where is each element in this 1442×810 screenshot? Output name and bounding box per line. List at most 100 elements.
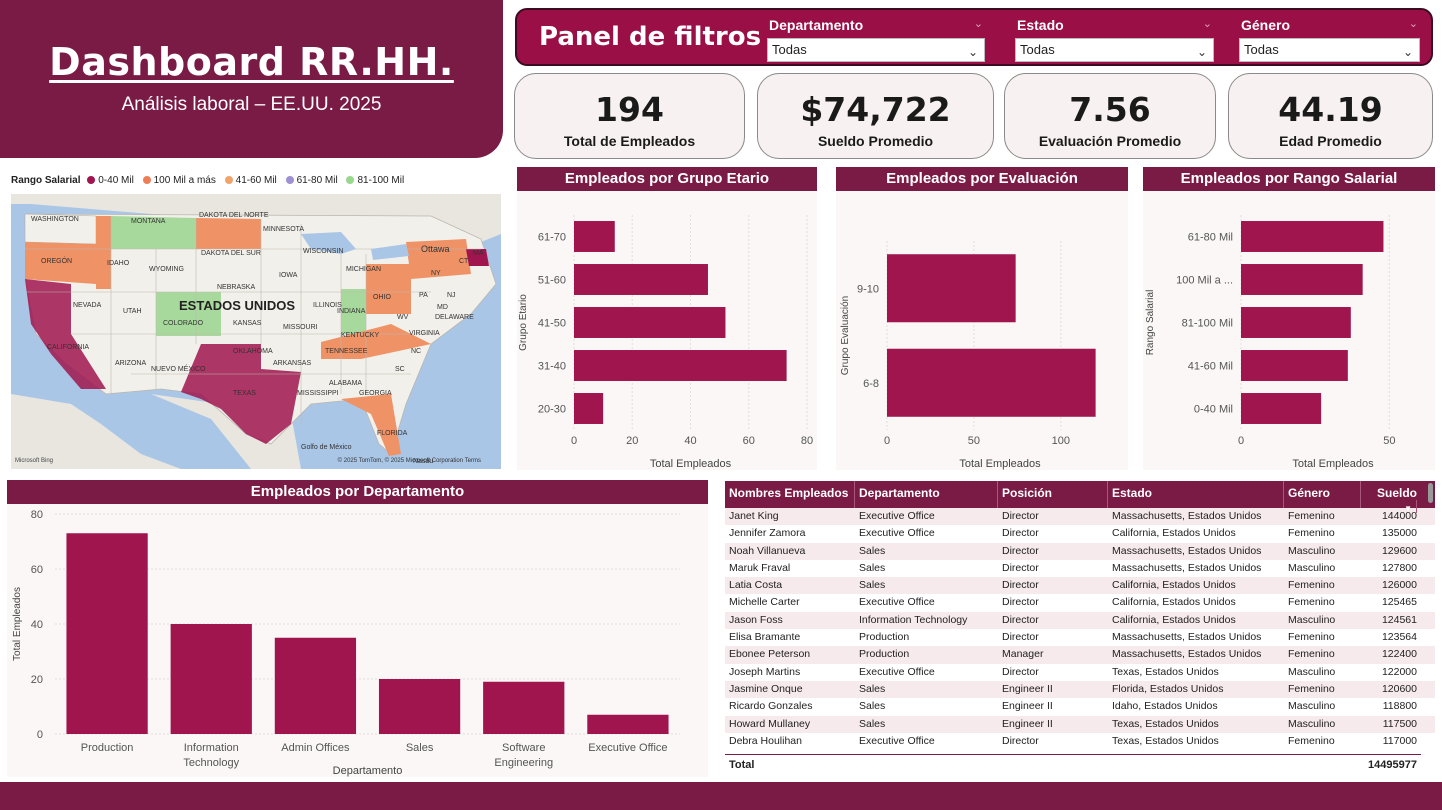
x-tick-label: Production xyxy=(81,742,134,754)
table-row[interactable]: Howard Mullaney Sales Engineer II Texas, Es… xyxy=(725,715,1435,733)
table-cell: California, Estados Unidos xyxy=(1112,527,1236,540)
x-tick-label: 50 xyxy=(968,435,980,447)
table-cell: Michelle Carter xyxy=(729,596,800,609)
table-scrollbar[interactable] xyxy=(1428,483,1433,503)
dashboard-subtitle: Análisis laboral – EE.UU. 2025 xyxy=(121,94,382,115)
legend-label: 0-40 Mil xyxy=(98,175,134,186)
map-state-label: GEORGIA xyxy=(359,390,392,397)
map-state-label: WASHINGTON xyxy=(31,216,79,223)
kpi-sueldo-promedio: $74,722 Sueldo Promedio xyxy=(757,73,994,159)
legend-item[interactable]: 0-40 Mil xyxy=(87,175,134,186)
table-header: Nombres Empleados Departamento Posición … xyxy=(725,481,1435,513)
table-cell: 122400 xyxy=(1381,648,1417,661)
x-axis-title: Departamento xyxy=(333,765,403,777)
table-cell: Sales xyxy=(859,682,886,695)
table-cell: 144000 xyxy=(1381,510,1417,522)
column-header[interactable]: Estado xyxy=(1108,481,1284,508)
table-row[interactable]: Noah Villanueva Sales Director Massachusett… xyxy=(725,542,1435,560)
table-cell: 118800 xyxy=(1382,700,1417,713)
total-label: Total xyxy=(729,759,755,771)
table-row[interactable]: Ebonee Peterson Production Manager Massachu… xyxy=(725,646,1435,664)
bar xyxy=(1241,350,1348,381)
map-state-label: NY xyxy=(431,270,441,277)
table-row[interactable]: Latia Costa Sales Director California, Esta… xyxy=(725,577,1435,595)
y-tick-label: 20 xyxy=(31,674,43,686)
table-row[interactable]: Jennifer Zamora Executive Office Director C… xyxy=(725,525,1435,543)
table-cell: Massachusetts, Estados Unidos xyxy=(1112,648,1262,661)
map-place-label: Golfo de México xyxy=(301,444,352,451)
x-tick-label: 50 xyxy=(1383,435,1395,447)
table-row[interactable]: Ricardo Gonzales Sales Engineer II Idaho, E… xyxy=(725,698,1435,716)
legend-item[interactable]: 81-100 Mil xyxy=(346,175,404,186)
chart-evaluacion: Empleados por Evaluación 0 50 100 9-10 6-8 To… xyxy=(836,167,1128,470)
table-cell: Information Technology xyxy=(859,613,968,626)
y-axis-title: Total Empleados xyxy=(12,587,23,661)
y-tick-label: 0 xyxy=(37,729,43,741)
chevron-down-icon[interactable]: ⌄ xyxy=(1408,18,1418,30)
map-state-label: ARKANSAS xyxy=(273,360,312,367)
table-row[interactable]: Maruk Fraval Sales Director Massachusetts, … xyxy=(725,559,1435,578)
table-cell: Executive Office xyxy=(859,527,935,540)
filter-departamento-dropdown[interactable]: Todas ⌄ xyxy=(767,38,985,62)
table-row[interactable]: Jason Foss Information Technology Director… xyxy=(725,611,1435,630)
chart-departamento: Empleados por Departamento 0 20 40 60 80 Prod… xyxy=(7,480,708,777)
table-cell: Director xyxy=(1002,734,1039,747)
table-cell: Noah Villanueva xyxy=(729,544,806,557)
table-cell: Femenino xyxy=(1288,734,1335,747)
table-cell: Director xyxy=(1002,527,1039,540)
table-cell: Director xyxy=(1002,613,1039,626)
map-state-label: IOWA xyxy=(279,272,298,279)
map-canvas[interactable]: WASHINGTON MONTANA DAKOTA DEL NORTE MINN… xyxy=(11,194,501,469)
table-row[interactable]: Debra Houlihan Executive Office Director Te… xyxy=(725,732,1435,751)
filter-estado-dropdown[interactable]: Todas ⌄ xyxy=(1015,38,1214,62)
column-header[interactable]: Nombres Empleados xyxy=(725,481,855,508)
legend-item[interactable]: 100 Mil a más xyxy=(142,175,216,186)
table-cell: Florida, Estados Unidos xyxy=(1112,682,1224,695)
table-row[interactable]: Michelle Carter Executive Office Director C… xyxy=(725,594,1435,612)
column-header-sorted[interactable]: Sueldo ▼ xyxy=(1361,481,1421,513)
column-header[interactable]: Departamento xyxy=(855,481,998,508)
kpi-label: Edad Promedio xyxy=(1279,133,1382,149)
table-cell: Femenino xyxy=(1288,579,1335,592)
chevron-down-icon[interactable]: ⌄ xyxy=(973,18,983,30)
map-state-label: MA xyxy=(473,250,484,257)
map-state-label: PA xyxy=(419,292,428,299)
table-row[interactable]: Elisa Bramante Production Director Massachu… xyxy=(725,629,1435,647)
table-cell: Howard Mullaney xyxy=(729,717,811,730)
table-row[interactable]: Joseph Martins Executive Office Director Te… xyxy=(725,663,1435,681)
table-cell: Massachusetts, Estados Unidos xyxy=(1112,631,1262,644)
map-country-label: ESTADOS UNIDOS xyxy=(179,298,296,313)
table-cell: 123564 xyxy=(1381,631,1417,644)
bar xyxy=(574,393,604,424)
bing-logo: Microsoft Bing xyxy=(15,458,54,464)
column-header[interactable]: Género xyxy=(1284,481,1361,508)
table-cell: Maruk Fraval xyxy=(729,561,791,574)
legend-item[interactable]: 61-80 Mil xyxy=(285,175,338,186)
y-tick-label: 100 Mil a ... xyxy=(1176,275,1233,287)
dropdown-arrow-icon: ⌄ xyxy=(967,45,978,59)
table-cell: Sales xyxy=(859,700,886,713)
filter-genero-dropdown[interactable]: Todas ⌄ xyxy=(1239,38,1420,62)
map-state-label: DELAWARE xyxy=(435,314,474,321)
table-cell: 117500 xyxy=(1382,717,1417,730)
legend-dot-icon xyxy=(346,176,355,184)
kpi-total-empleados: 194 Total de Empleados xyxy=(514,73,745,159)
table-cell: 129600 xyxy=(1381,544,1417,557)
column-header[interactable]: Posición xyxy=(998,481,1108,508)
chevron-down-icon[interactable]: ⌄ xyxy=(1202,18,1212,30)
filter-estado-label: Estado xyxy=(1017,17,1064,33)
map-copyright[interactable]: © 2025 TomTom, © 2025 Microsoft Corporat… xyxy=(337,458,481,464)
bar xyxy=(1241,264,1363,295)
map-state-label: CALIFORNIA xyxy=(47,344,90,351)
table-cell: Femenino xyxy=(1288,648,1335,661)
kpi-edad-promedio: 44.19 Edad Promedio xyxy=(1228,73,1433,159)
x-tick-label-line: Executive Office xyxy=(588,742,667,754)
table-cell: Engineer II xyxy=(1002,700,1053,713)
title-block: Dashboard RR.HH. Análisis laboral – EE.U… xyxy=(0,0,503,158)
x-tick-label: 60 xyxy=(743,435,755,447)
table-row[interactable]: Jasmine Onque Sales Engineer II Florida, Es… xyxy=(725,680,1435,699)
table-row[interactable]: Janet King Executive Office Director Massac… xyxy=(725,508,1435,526)
legend-item[interactable]: 41-60 Mil xyxy=(224,175,277,186)
table-cell: Massachusetts, Estados Unidos xyxy=(1112,544,1262,557)
map-legend: Rango Salarial 0-40 Mil 100 Mil a más 41… xyxy=(8,170,504,192)
